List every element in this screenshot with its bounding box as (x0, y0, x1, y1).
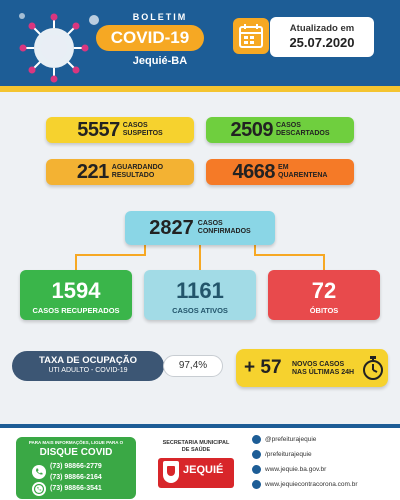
new-cases-value: + 57 (244, 357, 282, 378)
bulletin-title: BOLETIM (132, 12, 188, 22)
suspects-value: 5557 (77, 118, 120, 141)
dial-covid-box: PARA MAIS INFORMAÇÕES, LIGUE PARA O DISQ… (16, 437, 136, 499)
recovered-value: 1594 (51, 278, 101, 303)
recovered-label: CASOS RECUPERADOS (32, 306, 120, 315)
header-stripe (0, 86, 400, 92)
stat-awaiting: 221 AGUARDANDO RESULTADO (46, 159, 194, 185)
social-website-text: www.jequie.ba.gov.br (265, 466, 327, 473)
deaths-value: 72 (311, 278, 337, 303)
new-cases-box: + 57 NOVOS CASOS NAS ÚLTIMAS 24H (236, 349, 388, 387)
globe-icon (252, 480, 261, 489)
active-label: CASOS ATIVOS (172, 306, 228, 315)
stat-deaths: 72 ÓBITOS (268, 270, 380, 320)
social-instagram-text: @prefeiturajequie (265, 436, 317, 443)
stat-recovered: 1594 CASOS RECUPERADOS (20, 270, 132, 320)
whatsapp-icon (32, 482, 46, 496)
quarantine-label: EM QUARENTENA (278, 164, 328, 179)
social-facebook-text: /prefeiturajequie (265, 451, 312, 458)
prefeitura-logo: JEQUIÉ (158, 458, 234, 488)
phone-number-3[interactable]: (73) 98866-3541 (50, 485, 102, 492)
stat-discarded: 2509 CASOS DESCARTADOS (206, 117, 354, 143)
footer: PARA MAIS INFORMAÇÕES, LIGUE PARA O DISQ… (0, 424, 400, 500)
social-website-corona[interactable]: www.jequiecontracorona.com.br (252, 480, 358, 489)
quarantine-value: 4668 (232, 160, 276, 183)
active-value: 1161 (176, 278, 224, 303)
stat-suspects: 5557 CASOS SUSPEITOS (46, 117, 194, 143)
social-website[interactable]: www.jequie.ba.gov.br (252, 465, 326, 474)
confirmed-label: CASOS CONFIRMADOS (197, 220, 251, 235)
stat-confirmed: 2827 CASOS CONFIRMADOS (125, 211, 275, 245)
secretaria-label: SECRETARIA MUNICIPAL DE SAÚDE (162, 440, 230, 453)
deaths-label: ÓBITOS (309, 306, 339, 315)
header-banner: BOLETIM COVID-19 Jequié-BA Atualizado em… (0, 0, 400, 92)
updated-label: Atualizado em (289, 23, 355, 34)
occupancy-title: TAXA DE OCUPAÇÃO (39, 355, 137, 366)
globe-icon (252, 465, 261, 474)
discarded-label: CASOS DESCARTADOS (275, 122, 330, 137)
occupancy-pill: TAXA DE OCUPAÇÃO UTI ADULTO - COVID-19 (12, 351, 164, 381)
occupancy-value: 97,4% (163, 355, 223, 377)
confirmed-value: 2827 (149, 216, 194, 239)
updated-date: 25.07.2020 (289, 35, 355, 50)
awaiting-value: 221 (76, 160, 109, 183)
occupancy-subtitle: UTI ADULTO - COVID-19 (48, 367, 128, 374)
social-instagram[interactable]: @prefeiturajequie (252, 435, 316, 444)
logo-name: JEQUIÉ (183, 464, 224, 476)
phone-icon (32, 465, 46, 479)
dial-more-info: PARA MAIS INFORMAÇÕES, LIGUE PARA O (28, 440, 124, 445)
new-cases-label: NOVOS CASOS NAS ÚLTIMAS 24H (292, 361, 355, 376)
dial-title: DISQUE COVID (39, 447, 113, 458)
facebook-icon (252, 450, 261, 459)
crest-icon (163, 461, 179, 483)
phone-number-2[interactable]: (73) 98866-2164 (50, 474, 102, 481)
stat-active: 1161 CASOS ATIVOS (144, 270, 256, 320)
virus-illustration-icon (19, 13, 99, 83)
social-website-corona-text: www.jequiecontracorona.com.br (265, 481, 358, 488)
updated-box: Atualizado em 25.07.2020 (270, 17, 374, 57)
city-label: Jequié-BA (132, 55, 188, 67)
discarded-value: 2509 (230, 118, 273, 141)
awaiting-label: AGUARDANDO RESULTADO (111, 164, 164, 179)
covid-title: COVID-19 (96, 25, 204, 51)
suspects-label: CASOS SUSPEITOS (122, 122, 163, 137)
calendar-icon (233, 18, 269, 54)
stat-quarantine: 4668 EM QUARENTENA (206, 159, 354, 185)
social-facebook[interactable]: /prefeiturajequie (252, 450, 312, 459)
instagram-icon (252, 435, 261, 444)
phone-number-1[interactable]: (73) 98866-2779 (50, 463, 102, 470)
stopwatch-icon (363, 356, 383, 380)
